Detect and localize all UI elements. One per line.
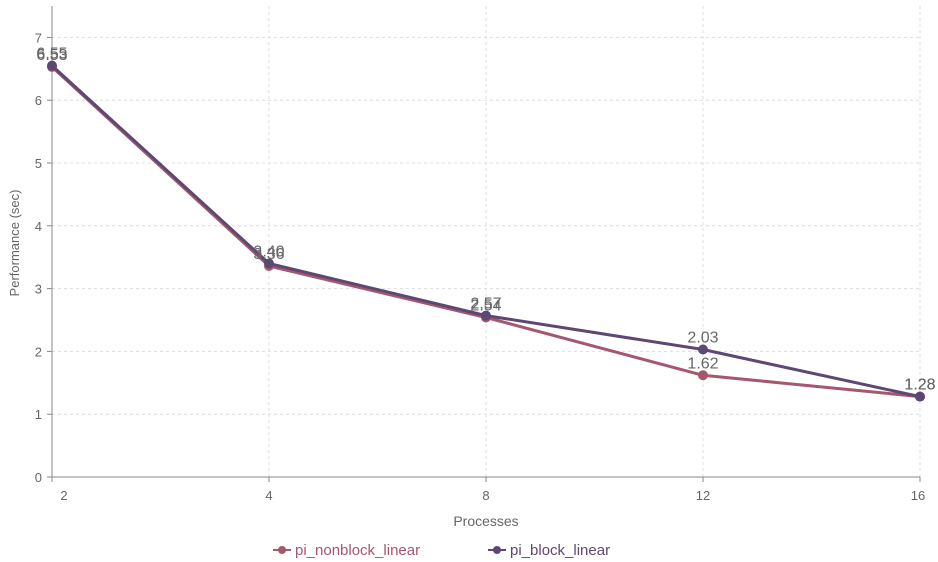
legend-marker-icon — [488, 545, 506, 555]
x-tick-label: 4 — [265, 488, 272, 503]
x-tick-label: 2 — [60, 488, 67, 503]
data-point[interactable] — [698, 370, 708, 381]
data-label: 1.28 — [904, 377, 935, 394]
y-tick-label: 3 — [35, 282, 42, 297]
y-tick-label: 6 — [35, 93, 42, 108]
data-point[interactable] — [698, 344, 708, 355]
legend-dot — [278, 546, 286, 554]
data-label: 2.54 — [470, 297, 501, 314]
data-point[interactable] — [915, 391, 925, 402]
grid-layer — [52, 6, 921, 477]
y-tick-label: 0 — [35, 470, 42, 485]
data-label: 3.36 — [253, 246, 284, 263]
legend-item-pi-nonblock-linear[interactable]: pi_nonblock_linear — [273, 538, 420, 562]
data-point[interactable] — [47, 60, 57, 71]
data-label-layer: 6.533.362.541.621.286.553.402.572.031.28 — [36, 46, 935, 394]
legend-label: pi_nonblock_linear — [295, 541, 421, 559]
y-axis-title: Performance (sec) — [7, 190, 22, 297]
y-tick-label: 1 — [35, 407, 42, 422]
x-tick-label: 8 — [482, 488, 489, 503]
x-tick-label: 12 — [696, 488, 710, 503]
series-layer — [47, 60, 925, 402]
data-label: 2.03 — [687, 330, 718, 347]
legend-item-pi-block-linear[interactable]: pi_block_linear — [488, 538, 610, 562]
data-point[interactable] — [264, 258, 274, 269]
y-tick-label: 7 — [35, 30, 42, 45]
data-point[interactable] — [481, 310, 491, 321]
data-label: 1.62 — [687, 355, 718, 372]
x-tick-label: 16 — [911, 488, 925, 503]
chart-legend: pi_nonblock_linear pi_block_linear — [0, 538, 938, 562]
y-tick-label: 5 — [35, 156, 42, 171]
data-label: 2.57 — [470, 296, 501, 313]
x-axis-title: Processes — [453, 513, 518, 529]
data-label: 1.28 — [904, 377, 935, 394]
y-tick-label: 2 — [35, 344, 42, 359]
data-label: 3.40 — [253, 243, 284, 260]
y-tick-label: 4 — [35, 219, 42, 234]
data-label: 6.55 — [36, 46, 67, 63]
legend-marker-icon — [273, 545, 291, 555]
legend-dot — [493, 546, 501, 554]
legend-label: pi_block_linear — [510, 541, 611, 559]
data-label: 6.53 — [36, 47, 67, 64]
